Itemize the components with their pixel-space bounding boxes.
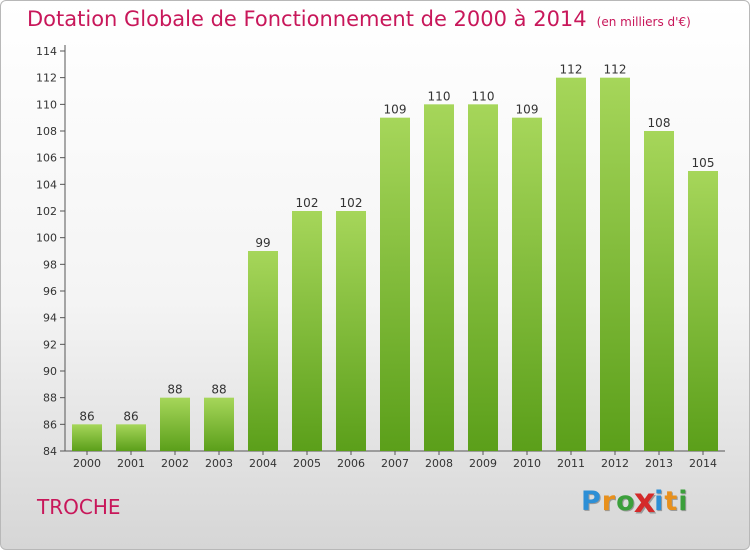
y-tick-label: 98	[43, 258, 57, 271]
chart-subtitle: (en milliers d'€)	[596, 15, 691, 29]
x-tick-label: 2008	[425, 457, 453, 470]
bar-2008	[424, 104, 454, 451]
bar-2011	[556, 77, 586, 452]
bar-2014	[688, 171, 718, 451]
bar-2013	[644, 131, 674, 451]
x-tick-label: 2004	[249, 457, 277, 470]
proxiti-logo[interactable]: Proxiti	[581, 482, 689, 526]
x-tick-label: 2011	[557, 457, 585, 470]
x-tick-label: 2014	[689, 457, 717, 470]
y-tick-label: 108	[36, 125, 57, 138]
bar-2010	[512, 117, 542, 452]
y-axis: 84 86 88 90 92 94 96 98 100 102 104 106 108 110 112 114	[36, 45, 66, 458]
bars	[72, 77, 718, 452]
data-label-2000: 86	[79, 409, 94, 423]
data-label-2008: 110	[428, 89, 451, 103]
x-tick-label: 2013	[645, 457, 673, 470]
x-tick-label: 2005	[293, 457, 321, 470]
title-text: Dotation Globale de Fonctionnement de 20…	[27, 7, 587, 31]
bar-2012	[600, 77, 630, 452]
chart-title: Dotation Globale de Fonctionnement de 20…	[27, 7, 691, 31]
data-label-2004: 99	[255, 236, 270, 250]
y-tick-label: 92	[43, 338, 57, 351]
logo-letter: i	[654, 486, 665, 517]
y-tick-label: 100	[36, 232, 57, 245]
y-tick-label: 106	[36, 152, 57, 165]
data-labels: 86 86 88 88 99 102 102 109 110 110 109 112 112 108 105	[79, 63, 714, 424]
data-label-2005: 102	[296, 196, 319, 210]
x-tick-label: 2009	[469, 457, 497, 470]
y-tick-label: 114	[36, 45, 57, 58]
x-tick-label: 2007	[381, 457, 409, 470]
logo-letter: i	[678, 486, 689, 517]
bar-2002	[160, 397, 190, 451]
y-tick-label: 94	[43, 312, 57, 325]
bar-2001	[116, 424, 146, 451]
bar-2000	[72, 424, 102, 451]
logo-letter: o	[616, 486, 636, 517]
data-label-2010: 109	[516, 103, 539, 117]
y-tick-label: 96	[43, 285, 57, 298]
x-tick-label: 2006	[337, 457, 365, 470]
commune-name: TROCHE	[37, 495, 121, 519]
data-label-2006: 102	[340, 196, 363, 210]
x-axis: 2000 2001 2002 2003 2004 2005 2006 2007 2008 2009…	[65, 450, 725, 470]
bar-2007	[380, 117, 410, 452]
y-tick-label: 104	[36, 178, 57, 191]
y-tick-label: 112	[36, 72, 57, 85]
y-tick-label: 88	[43, 392, 57, 405]
y-tick-label: 102	[36, 205, 57, 218]
data-label-2014: 105	[692, 156, 715, 170]
bar-2006	[336, 211, 366, 451]
bar-2005	[292, 211, 322, 451]
data-label-2002: 88	[167, 383, 182, 397]
y-tick-label: 110	[36, 98, 57, 111]
data-label-2007: 109	[384, 103, 407, 117]
x-tick-label: 2003	[205, 457, 233, 470]
x-tick-label: 2012	[601, 457, 629, 470]
data-label-2012: 112	[604, 63, 627, 77]
logo-letter: r	[601, 486, 617, 517]
data-label-2003: 88	[211, 383, 226, 397]
data-label-2001: 86	[123, 409, 138, 423]
logo-letter: P	[581, 486, 602, 517]
data-label-2011: 112	[560, 63, 583, 77]
y-tick-label: 86	[43, 418, 57, 431]
y-tick-label: 84	[43, 445, 57, 458]
bar-2004	[248, 251, 278, 451]
bar-2009	[468, 104, 498, 451]
y-tick-label: 90	[43, 365, 57, 378]
x-tick-label: 2002	[161, 457, 189, 470]
x-tick-label: 2000	[73, 457, 101, 470]
x-tick-label: 2001	[117, 457, 145, 470]
x-tick-label: 2010	[513, 457, 541, 470]
data-label-2009: 110	[472, 89, 495, 103]
logo-letter: x	[633, 482, 657, 521]
data-label-2013: 108	[648, 116, 671, 130]
bar-2003	[204, 397, 234, 451]
logo-letter: t	[664, 486, 679, 517]
